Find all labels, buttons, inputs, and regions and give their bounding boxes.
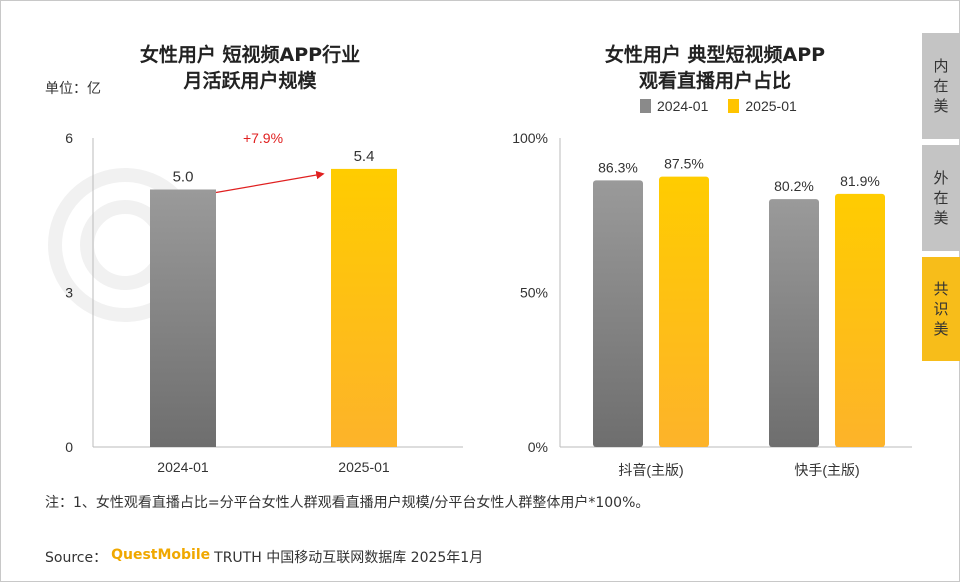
right-chart-title: 女性用户 典型短视频APP 观看直播用户占比 <box>545 42 885 94</box>
left-bar-value-label: 5.0 <box>173 169 194 186</box>
side-tab-inner-beauty[interactable]: 内在美 <box>922 33 960 139</box>
left-chart-title-line1: 女性用户 短视频APP行业 <box>139 44 361 66</box>
right-y-tick-label: 0% <box>528 439 548 455</box>
source-line: Source： QuestMobile TRUTH 中国移动互联网数据库 202… <box>45 547 483 567</box>
right-chart-legend: 2024-01 2025-01 <box>640 98 797 114</box>
source-brand: QuestMobile <box>111 547 211 563</box>
growth-label: +7.9% <box>243 130 283 146</box>
side-tab-label: 内在美 <box>933 57 949 115</box>
legend-label-2024: 2024-01 <box>657 98 709 114</box>
source-rest: TRUTH 中国移动互联网数据库 2025年1月 <box>214 550 484 566</box>
side-tab-label: 共识美 <box>933 280 949 338</box>
growth-arrow <box>215 170 325 194</box>
left-x-tick-label: 2025-01 <box>338 459 390 475</box>
right-x-tick-label: 快手(主版) <box>794 462 859 478</box>
left-chart-title-line2: 月活跃用户规模 <box>183 70 317 92</box>
right-bar-value-label: 81.9% <box>840 173 880 189</box>
footnote: 注：1、女性观看直播占比=分平台女性人群观看直播用户规模/分平台女性人群整体用户… <box>45 495 650 511</box>
left-y-tick-label: 3 <box>65 285 73 301</box>
left-chart-title: 女性用户 短视频APP行业 月活跃用户规模 <box>90 42 410 94</box>
right-x-tick-label: 抖音(主版) <box>618 462 683 478</box>
right-y-tick-label: 100% <box>512 130 548 146</box>
left-chart-unit: 单位：亿 <box>45 81 101 97</box>
side-tab-outer-beauty[interactable]: 外在美 <box>922 145 960 251</box>
right-bar-value-label: 87.5% <box>664 156 704 172</box>
charts-canvas: 0 3 6 5.0 2024-01 5.4 2025-01 +7.9% 0% 50% 100% 86.… <box>65 130 912 478</box>
left-x-tick-label: 2024-01 <box>157 459 209 475</box>
right-chart-title-line2: 观看直播用户占比 <box>638 70 791 92</box>
left-y-tick-label: 0 <box>65 439 73 455</box>
legend-swatch-2025 <box>728 99 740 113</box>
right-bar-value-label: 80.2% <box>774 178 814 194</box>
side-tab-consensus-beauty[interactable]: 共识美 <box>922 257 960 361</box>
right-bar-2025-01-0 <box>659 176 709 447</box>
right-y-tick-label: 50% <box>520 285 548 301</box>
source-prefix: Source： <box>45 550 108 566</box>
left-y-tick-label: 6 <box>65 130 73 146</box>
right-chart-title-line1: 女性用户 典型短视频APP <box>604 44 826 66</box>
side-tab-label: 外在美 <box>933 169 949 227</box>
left-bar-2024-01 <box>150 189 216 447</box>
legend-label-2025: 2025-01 <box>745 98 797 114</box>
right-bar-2024-01-0 <box>593 180 643 447</box>
legend-swatch-2024 <box>640 99 651 113</box>
left-bar-2025-01 <box>331 168 397 447</box>
right-bar-value-label: 86.3% <box>598 159 638 175</box>
right-bar-2025-01-1 <box>835 193 885 447</box>
right-bar-2024-01-1 <box>769 199 819 447</box>
left-bar-value-label: 5.4 <box>354 148 375 165</box>
